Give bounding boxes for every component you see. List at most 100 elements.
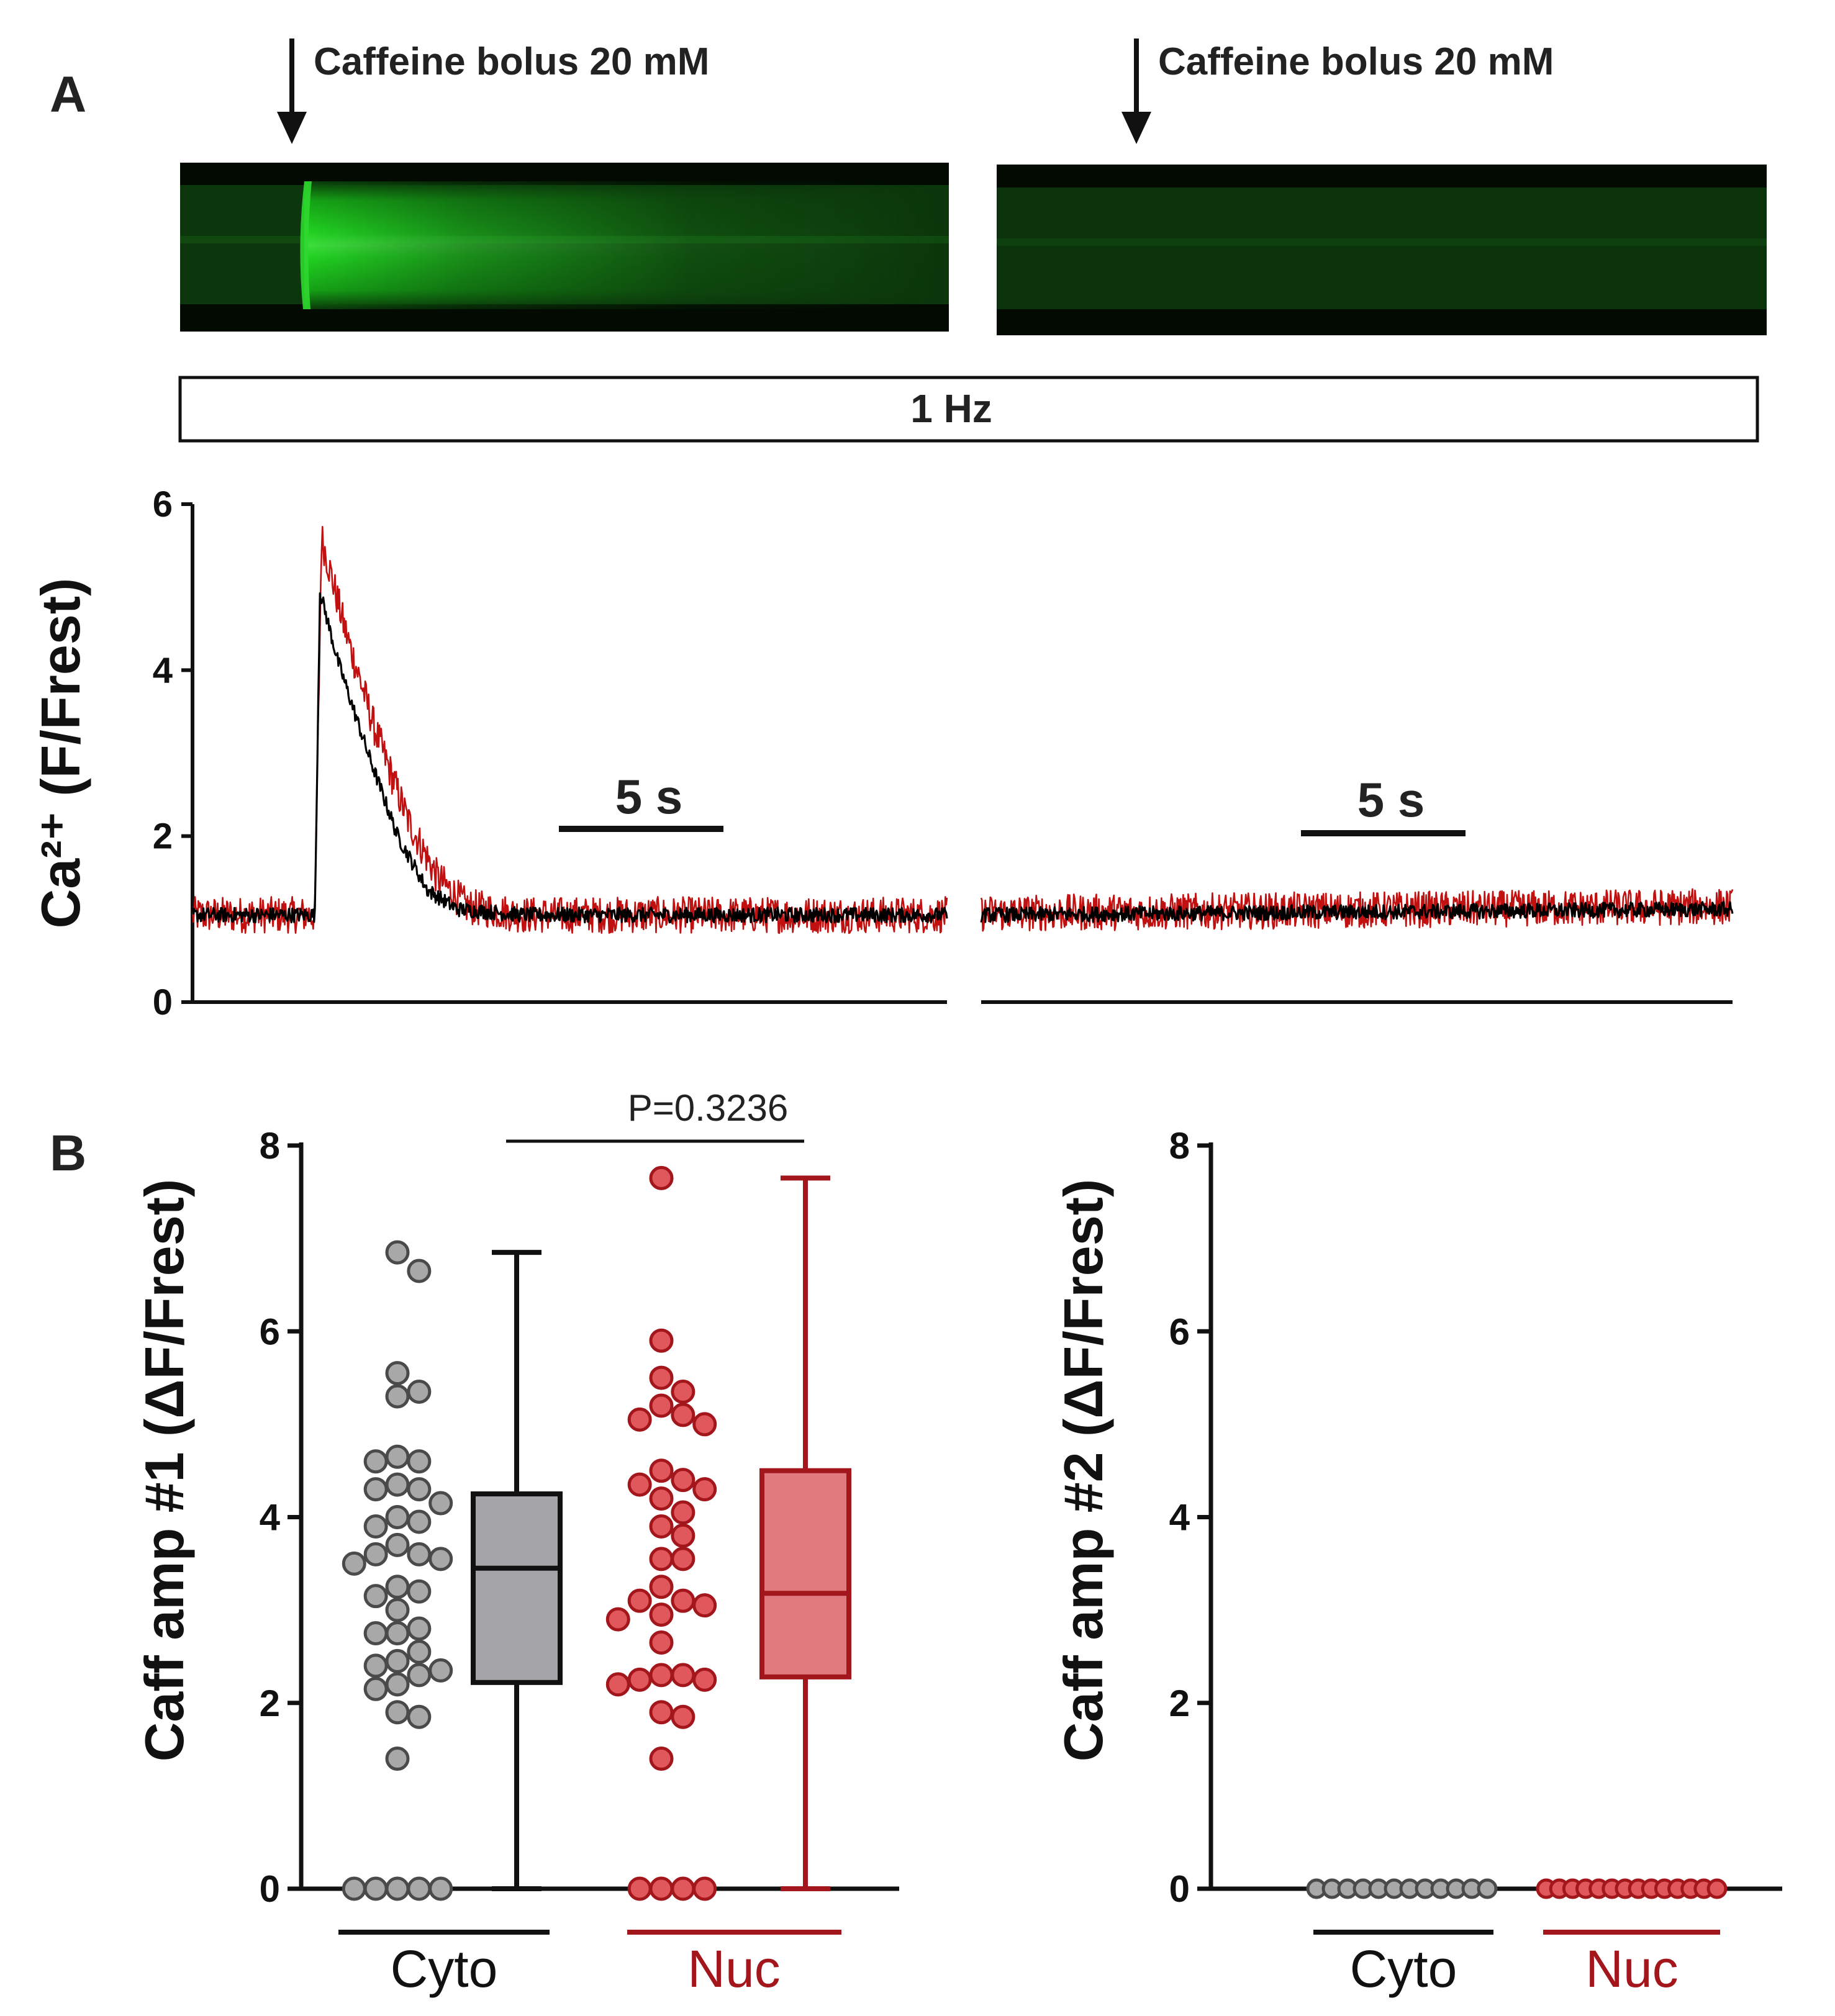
cyto-data-point <box>363 1876 388 1901</box>
cyto-data-point <box>407 1449 432 1474</box>
cyto-data-point <box>363 1514 388 1539</box>
trace-line-nuc <box>191 526 948 934</box>
cyto-data-point <box>385 1444 410 1469</box>
cyto-data-point <box>385 1876 410 1901</box>
nuc-data-point <box>671 1468 695 1493</box>
nuc-data-point <box>649 1365 674 1390</box>
scale-bar-right-label: 5 s <box>1357 772 1425 827</box>
cyto-data-point <box>363 1449 388 1474</box>
nuc-data-point <box>627 1588 652 1613</box>
amp2-y-axis-label: Caff amp #2 (ΔF/Frest) <box>1053 1179 1114 1762</box>
nuc-data-point <box>692 1477 717 1502</box>
nuc-data-point <box>649 1663 674 1688</box>
cyto-data-point <box>385 1575 410 1599</box>
cyto-data-point <box>407 1876 432 1901</box>
amp1-y-axis-label: Caff amp #1 (ΔF/Frest) <box>134 1179 195 1762</box>
amp1-boxplots <box>471 1175 851 1891</box>
trace-y-ticks: 0 2 4 6 <box>153 484 193 1023</box>
nuc-data-point <box>649 1458 674 1483</box>
nuc-data-point <box>692 1593 717 1618</box>
cyto-data-point <box>385 1648 410 1673</box>
nuc-data-point <box>627 1407 652 1432</box>
cyto-data-point <box>407 1704 432 1729</box>
trace-line-nuc <box>980 888 1734 932</box>
cyto-data-point <box>428 1491 453 1516</box>
cyto-data-point <box>363 1676 388 1701</box>
nuc-data-point <box>671 1500 695 1525</box>
cyto-data-point <box>407 1579 432 1604</box>
cyto-data-point <box>407 1616 432 1641</box>
traces-left <box>191 526 948 934</box>
cyto-data-point <box>385 1672 410 1697</box>
amp1-cyto-label: Cyto <box>391 1940 498 1998</box>
y-tick-label: 6 <box>260 1311 280 1352</box>
y-tick-label: 4 <box>260 1497 281 1539</box>
cyto-data-point <box>407 1542 432 1566</box>
cyto-data-point <box>385 1598 410 1622</box>
cyto-data-point <box>428 1876 453 1901</box>
nuc-data-point <box>649 1630 674 1655</box>
nuc-data-point <box>627 1667 652 1692</box>
cyto-data-point <box>385 1472 410 1497</box>
y-tick-label: 8 <box>260 1125 280 1167</box>
p-value-label: P=0.3236 <box>628 1087 789 1129</box>
stimulation-bar <box>178 376 1759 443</box>
cyto-data-point <box>385 1700 410 1725</box>
nuc-data-point <box>649 1876 674 1901</box>
cyto-data-point <box>385 1532 410 1557</box>
trace-y-tick-label: 6 <box>153 484 173 525</box>
nuc-data-point <box>649 1602 674 1627</box>
panel-a-label: A <box>50 66 86 123</box>
trace-y-tick-label: 2 <box>153 816 173 857</box>
nuc-data-point <box>649 1747 674 1771</box>
nuc-data-point <box>671 1876 695 1901</box>
y-tick-label: 2 <box>260 1683 280 1724</box>
cyto-data-point <box>428 1547 453 1571</box>
nuc-data-point <box>627 1472 652 1497</box>
cyto-data-point <box>342 1876 366 1901</box>
trace-y-axis <box>191 504 1733 1004</box>
scale-bar-left-label: 5 s <box>615 769 682 824</box>
cyto-data-point <box>428 1658 453 1683</box>
amp1-y-ticks: 0 2 4 6 8 <box>260 1125 301 1910</box>
amp2-axes <box>1208 1142 1782 1891</box>
nuc-data-point <box>627 1876 652 1901</box>
cyto-data-point <box>363 1621 388 1646</box>
amp2-points <box>1306 1878 1728 1899</box>
nuc-data-point <box>649 1547 674 1571</box>
cyto-data-point <box>407 1477 432 1502</box>
cyto-data-point <box>407 1663 432 1688</box>
nuc-boxplot <box>759 1175 851 1891</box>
nuc-data-point <box>649 1700 674 1725</box>
nuc-data-point <box>692 1876 717 1901</box>
cyto-data-point <box>407 1639 432 1664</box>
y-tick-label: 8 <box>1169 1125 1190 1167</box>
nuc-data-point <box>649 1328 674 1353</box>
amp1-points <box>342 1165 717 1901</box>
amp2-cyto-label: Cyto <box>1350 1940 1457 1998</box>
amp2-nuc-label: Nuc <box>1585 1940 1678 1998</box>
cyto-boxplot <box>471 1250 563 1891</box>
nuc-data-point <box>692 1667 717 1692</box>
linescan-image-right <box>997 165 1767 335</box>
nuc-data-point <box>649 1393 674 1418</box>
amp1-nuc-label: Nuc <box>687 1940 780 1998</box>
nuc-data-point <box>671 1547 695 1571</box>
nuc-data-point <box>605 1607 630 1632</box>
trace-y-tick-label: 0 <box>153 982 173 1023</box>
nuc-data-point <box>671 1704 695 1729</box>
y-tick-label: 6 <box>1169 1311 1190 1352</box>
cyto-data-point <box>342 1551 366 1576</box>
nuc-data-point <box>692 1412 717 1437</box>
nuc-data-point <box>1706 1878 1728 1899</box>
cyto-data-point <box>407 1259 432 1283</box>
nuc-boxplot-box <box>759 1468 851 1679</box>
caffeine-label-right: Caffeine bolus 20 mM <box>1158 40 1554 83</box>
cyto-data-point <box>407 1380 432 1404</box>
y-tick-label: 4 <box>1169 1497 1190 1539</box>
panel-b-label: B <box>50 1125 86 1182</box>
cyto-data-point <box>385 1505 410 1529</box>
trace-line-cyto <box>980 900 1734 923</box>
nuc-data-point <box>671 1403 695 1427</box>
linescan-image-left <box>180 163 949 332</box>
